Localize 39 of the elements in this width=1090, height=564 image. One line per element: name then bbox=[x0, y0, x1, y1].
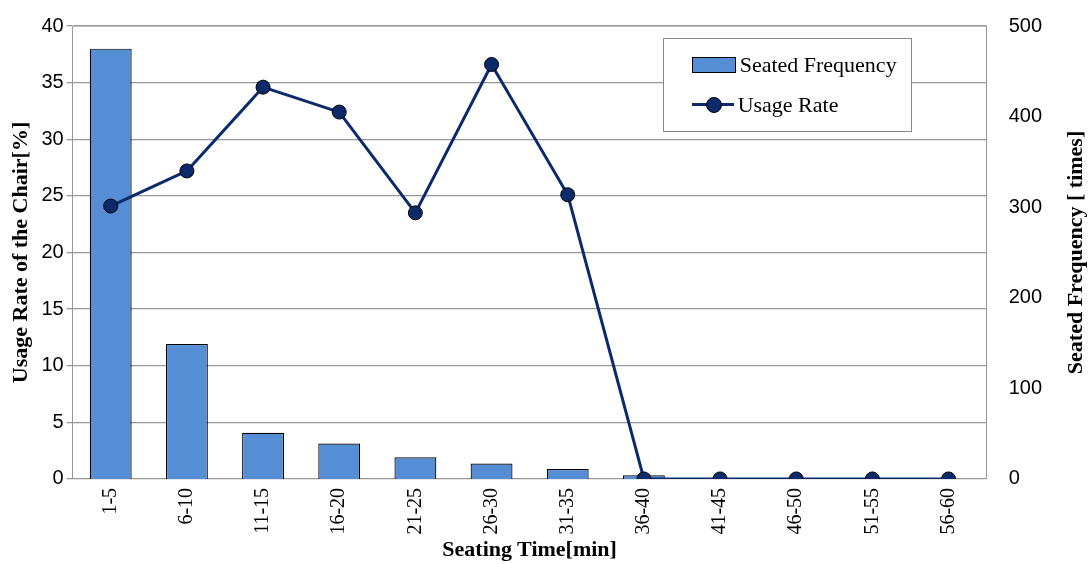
x-tick-label: 36-40 bbox=[631, 487, 654, 535]
point bbox=[407, 205, 423, 221]
point bbox=[484, 57, 500, 72]
x-tick-label: 51-55 bbox=[859, 487, 882, 535]
point bbox=[560, 187, 576, 203]
x-tick-label: 21-25 bbox=[402, 487, 425, 535]
y-tick-label: 35 bbox=[41, 70, 64, 93]
y-tick-label: 10 bbox=[41, 353, 64, 376]
legend-label: Usage Rate bbox=[737, 92, 839, 118]
y-tick-label: 15 bbox=[41, 296, 64, 319]
x-tick-label: 31-35 bbox=[554, 487, 577, 535]
x-tick-label: 56-60 bbox=[935, 487, 958, 535]
x-tick-label: 11-15 bbox=[250, 487, 273, 534]
y-tick-label: 40 bbox=[41, 13, 64, 36]
y2-tick-label: 500 bbox=[1008, 13, 1043, 36]
x-tick-label: 16-20 bbox=[326, 487, 349, 535]
x-tick-label: 1-5 bbox=[97, 487, 120, 515]
y2-tick-label: 300 bbox=[1008, 194, 1043, 217]
x-tick-label: 41-45 bbox=[707, 487, 730, 535]
y-tick-label: 5 bbox=[52, 409, 64, 432]
y2-tick-label: 100 bbox=[1008, 375, 1043, 398]
x-axis-title: Seating Time[min] bbox=[442, 536, 617, 562]
point bbox=[179, 163, 195, 179]
x-tick-label: 26-30 bbox=[478, 487, 501, 535]
point bbox=[103, 198, 119, 214]
y-axis-title: Usage Rate of the Chair[%] bbox=[6, 121, 32, 384]
y2-tick-label: 0 bbox=[1008, 466, 1020, 489]
y-tick-label: 30 bbox=[41, 126, 64, 149]
point bbox=[331, 104, 347, 120]
x-tick-label: 46-50 bbox=[783, 487, 806, 535]
y2-axis-title: Seated Frequency [ times] bbox=[1061, 130, 1087, 375]
y2-tick-label: 400 bbox=[1008, 104, 1043, 127]
y-tick-label: 0 bbox=[52, 466, 64, 489]
y-tick-label: 25 bbox=[41, 183, 64, 206]
y2-tick-label: 200 bbox=[1008, 285, 1043, 308]
point bbox=[255, 79, 271, 95]
x-tick-label: 6-10 bbox=[174, 487, 197, 525]
y-tick-label: 20 bbox=[41, 239, 64, 262]
legend-label: Seated Frequency bbox=[739, 52, 897, 78]
